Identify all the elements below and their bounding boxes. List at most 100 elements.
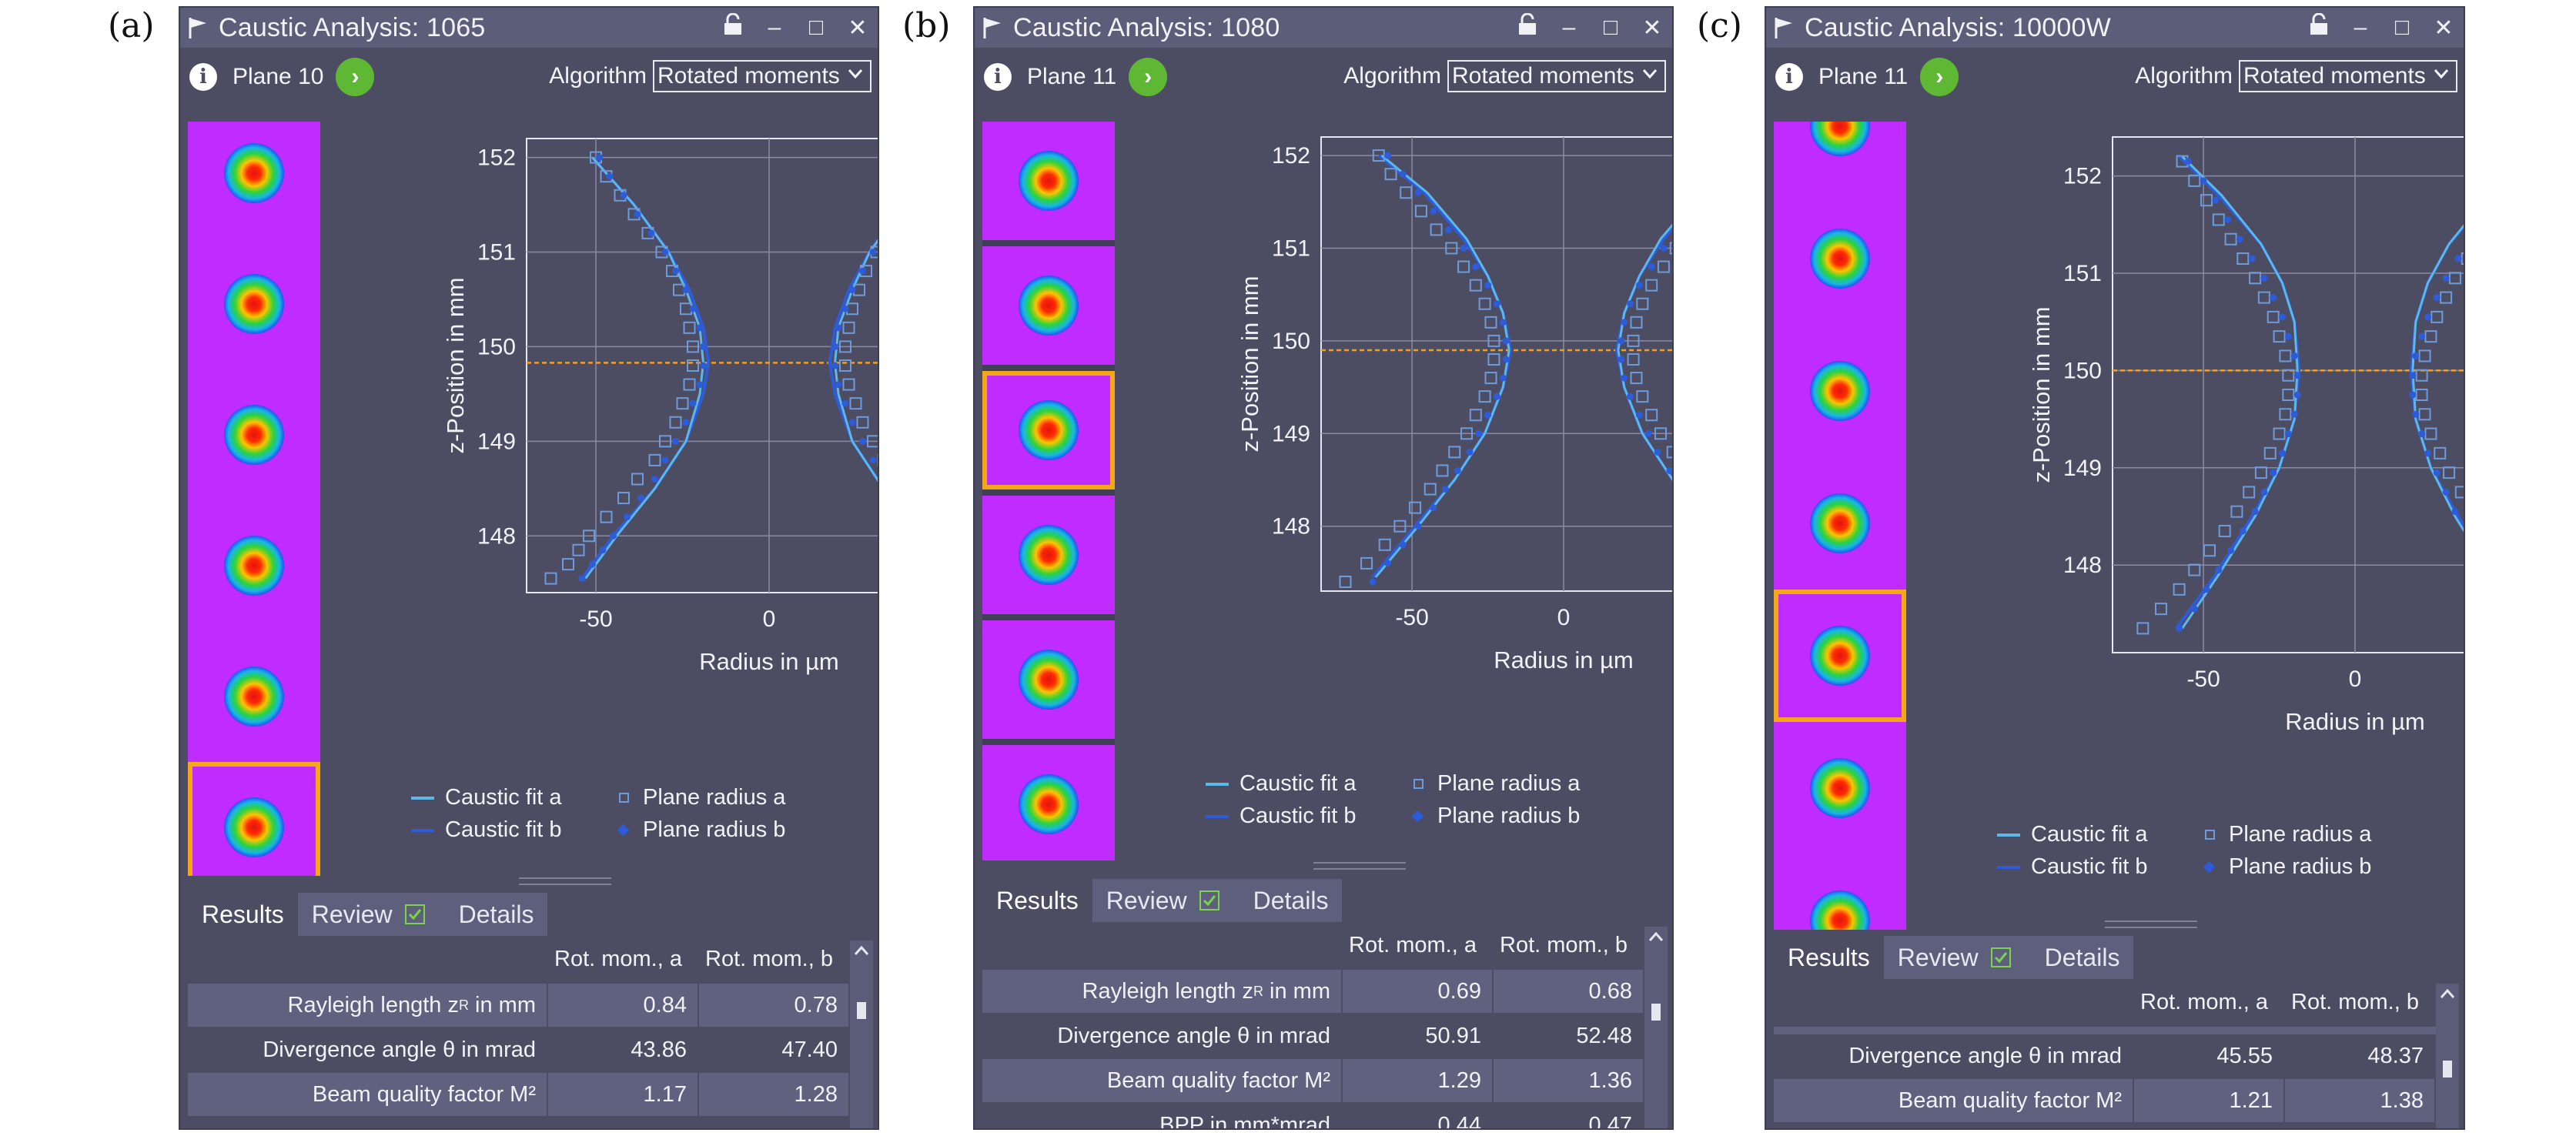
plane-radius-a-point: [1657, 260, 1670, 273]
plane-radius-a-point: [1393, 520, 1407, 533]
plane-radius-a-point: [1445, 242, 1458, 255]
tab-results[interactable]: Results: [1774, 936, 1884, 979]
plane-radius-b-point: [1654, 448, 1661, 456]
tab-results[interactable]: Results: [982, 879, 1092, 922]
plane-radius-b-point: [1444, 226, 1452, 233]
x-axis-label: Radius in µm: [699, 648, 839, 675]
plane-thumbnail[interactable]: [982, 496, 1115, 614]
algorithm-select[interactable]: Rotated moments: [2239, 60, 2457, 92]
plane-thumbnail[interactable]: [1774, 722, 1906, 854]
plane-thumbnail[interactable]: [188, 369, 320, 500]
table-row-partial: [1774, 1027, 2436, 1034]
plane-radius-a-point: [1478, 297, 1491, 310]
row-label-text: Beam quality factor M²: [1898, 1088, 2122, 1113]
plane-label: Plane 11: [1027, 64, 1117, 89]
maximize-button[interactable]: □: [1603, 15, 1618, 40]
plane-thumbnail[interactable]: [188, 122, 320, 239]
maximize-button[interactable]: □: [2394, 15, 2410, 40]
plane-radius-b-point: [2290, 352, 2298, 359]
scroll-up-icon[interactable]: [1644, 928, 1668, 948]
tab-results[interactable]: Results: [188, 893, 298, 936]
next-plane-button[interactable]: ›: [1129, 58, 1168, 96]
row-label-tail: in mm: [1263, 978, 1330, 1004]
plane-radius-b-point: [2454, 255, 2462, 262]
y-tick-label: 150: [1272, 329, 1310, 354]
results-tabs: Results Review Details: [982, 879, 1664, 922]
plane-thumbnail[interactable]: [1774, 854, 1906, 930]
results-scrollbar[interactable]: [850, 941, 873, 1128]
plane-thumbnail[interactable]: [1774, 590, 1906, 722]
plane-thumbnail[interactable]: [188, 762, 320, 876]
plane-thumbnail[interactable]: [982, 620, 1115, 739]
plane-thumbnail[interactable]: [982, 246, 1115, 365]
minimize-button[interactable]: –: [768, 15, 781, 40]
tab-review[interactable]: Review: [297, 893, 445, 936]
close-button[interactable]: ✕: [848, 15, 868, 41]
info-icon[interactable]: i: [1775, 63, 1803, 91]
plane-thumbnail[interactable]: [188, 239, 320, 369]
info-icon[interactable]: i: [189, 63, 217, 91]
row-label: Beam quality factor M²: [1774, 1079, 2134, 1122]
pane-splitter[interactable]: [2105, 920, 2197, 928]
results-scrollbar[interactable]: [2436, 984, 2459, 1128]
plane-thumbnail[interactable]: [982, 745, 1115, 860]
plane-thumbnail[interactable]: [1774, 325, 1906, 457]
plane-thumbnail-strip[interactable]: [1774, 122, 1906, 930]
row-label-tail: in mm: [469, 992, 536, 1017]
plane-thumbnail[interactable]: [188, 500, 320, 631]
plane-thumbnail[interactable]: [1774, 122, 1906, 192]
plane-radius-a-point: [2254, 466, 2267, 479]
scroll-up-icon[interactable]: [2436, 985, 2459, 1005]
lock-icon[interactable]: [1515, 12, 1540, 42]
plane-thumbnail[interactable]: [1774, 192, 1906, 325]
tab-details[interactable]: Details: [1239, 879, 1343, 922]
legend-item: Caustic fit b: [1206, 804, 1357, 829]
minimize-button[interactable]: –: [1562, 15, 1576, 40]
algorithm-select[interactable]: Rotated moments: [1447, 60, 1666, 92]
plane-radius-a-point: [2263, 446, 2277, 459]
plane-radius-b-point: [1414, 523, 1422, 530]
tab-details[interactable]: Details: [2030, 936, 2134, 979]
scroll-thumb[interactable]: [857, 1002, 866, 1019]
minimize-button[interactable]: –: [2354, 15, 2367, 40]
beam-profile: [1810, 122, 1870, 156]
lock-icon[interactable]: [721, 12, 745, 42]
scroll-thumb[interactable]: [2443, 1061, 2452, 1078]
next-plane-button[interactable]: ›: [336, 58, 375, 96]
maximize-button[interactable]: □: [808, 15, 824, 40]
algorithm-value: Rotated moments: [1452, 63, 1634, 89]
tab-review[interactable]: Review: [1092, 879, 1239, 922]
legend-label: Plane radius b: [2229, 854, 2372, 879]
close-button[interactable]: ✕: [2434, 15, 2454, 41]
plane-radius-a-point: [2440, 291, 2453, 304]
scroll-thumb[interactable]: [1651, 1004, 1661, 1021]
legend-marker: [1206, 814, 1229, 818]
legend-item: Caustic fit b: [1997, 854, 2148, 880]
tab-details[interactable]: Details: [444, 893, 548, 936]
info-icon[interactable]: i: [984, 63, 1012, 91]
plane-radius-a-point: [1360, 556, 1373, 570]
scroll-up-icon[interactable]: [850, 942, 873, 962]
plane-thumbnail[interactable]: [982, 122, 1115, 240]
pane-splitter[interactable]: [519, 877, 611, 885]
algorithm-value: Rotated moments: [2243, 63, 2426, 89]
lock-icon[interactable]: [2307, 12, 2331, 42]
plane-radius-b-point: [1644, 429, 1652, 437]
plane-thumbnail-strip[interactable]: [982, 122, 1115, 860]
plane-radius-b-point: [841, 305, 849, 312]
close-button[interactable]: ✕: [1642, 15, 1662, 41]
plane-thumbnail[interactable]: [1774, 457, 1906, 590]
plot-area: [2112, 136, 2464, 653]
algorithm-select[interactable]: Rotated moments: [653, 60, 871, 92]
plane-thumbnail-strip[interactable]: [188, 122, 320, 876]
pane-splitter[interactable]: [1313, 862, 1406, 870]
plane-radius-b-point: [1635, 411, 1643, 419]
plane-thumbnail[interactable]: [188, 631, 320, 762]
plane-radius-a-point: [842, 378, 855, 391]
results-scrollbar[interactable]: [1644, 927, 1668, 1128]
tab-review[interactable]: Review: [1883, 936, 2031, 979]
plane-radius-a-point: [544, 572, 557, 585]
plane-thumbnail[interactable]: [982, 371, 1115, 489]
plane-radius-b-point: [2203, 586, 2210, 593]
next-plane-button[interactable]: ›: [1920, 58, 1959, 96]
